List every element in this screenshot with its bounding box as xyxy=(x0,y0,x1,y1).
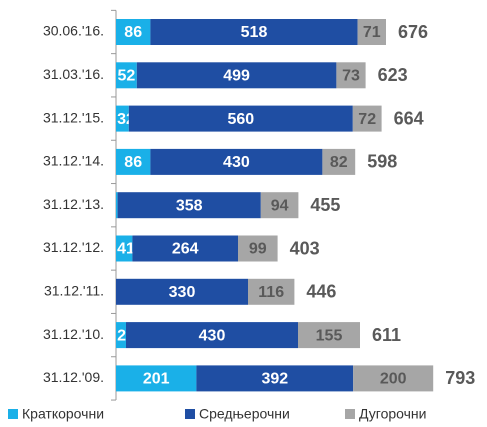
bar-segment xyxy=(116,19,151,45)
data-label: 264 xyxy=(172,241,199,258)
bar-segment xyxy=(238,235,278,262)
total-label: 623 xyxy=(378,65,408,85)
total-label: 676 xyxy=(398,22,428,42)
bar-segment xyxy=(116,235,133,262)
category-label: 31.12.'14. xyxy=(43,153,104,169)
category-label: 31.12.'10. xyxy=(43,326,104,342)
category-label: 31.12.'13. xyxy=(43,196,104,212)
data-label: 94 xyxy=(271,197,289,214)
category-label: 31.12.'11. xyxy=(44,283,104,299)
bar-segment xyxy=(150,148,323,175)
bar-segment xyxy=(298,322,360,349)
data-label: 155 xyxy=(316,327,343,344)
category-label: 30.06.'16. xyxy=(43,23,104,39)
category-label: 31.12.'15. xyxy=(43,109,104,125)
bar-segment xyxy=(353,365,434,392)
bar-segment xyxy=(357,19,386,45)
data-label: 86 xyxy=(124,24,142,41)
total-label: 403 xyxy=(290,238,320,258)
legend-swatch xyxy=(8,409,18,419)
bar-segment xyxy=(116,148,151,175)
bar-segment xyxy=(336,62,366,89)
bar-segment xyxy=(352,105,382,132)
data-label: 330 xyxy=(169,284,196,301)
bar-segment xyxy=(136,62,337,89)
total-label: 793 xyxy=(445,368,475,388)
data-label: 518 xyxy=(241,24,268,41)
data-label: 116 xyxy=(258,284,284,301)
bar-segment xyxy=(116,322,126,349)
data-label: 200 xyxy=(380,371,407,388)
bar-segment xyxy=(132,235,238,262)
category-label: 31.12.'09. xyxy=(43,369,104,385)
data-label: 99 xyxy=(249,241,267,258)
data-label: 499 xyxy=(223,68,250,85)
data-label: 430 xyxy=(199,327,226,344)
data-label: 560 xyxy=(227,111,254,128)
category-label: 31.03.'16. xyxy=(43,66,104,82)
data-label: 72 xyxy=(358,111,376,128)
data-label: 82 xyxy=(330,154,348,171)
bar-segment xyxy=(150,19,358,45)
data-label: 41 xyxy=(117,241,135,258)
data-label: 392 xyxy=(261,371,288,388)
legend-label: Дугорочни xyxy=(359,406,426,422)
data-label: 73 xyxy=(342,68,360,85)
bar-segment xyxy=(117,192,261,219)
bar-segment xyxy=(116,62,137,89)
total-label: 455 xyxy=(310,195,340,215)
legend-swatch xyxy=(185,409,195,419)
data-label: 358 xyxy=(176,197,203,214)
bar-segment xyxy=(248,278,295,305)
data-label: 430 xyxy=(223,154,250,171)
data-label: 52 xyxy=(118,68,136,85)
data-label: 71 xyxy=(363,24,381,41)
bar-segment xyxy=(126,322,298,349)
bar-segment xyxy=(116,278,248,305)
bar-segment xyxy=(116,365,197,392)
bar-segment xyxy=(128,105,353,132)
legend-label: Краткорочни xyxy=(22,406,104,422)
bar-segment xyxy=(322,148,356,175)
data-label: 86 xyxy=(124,154,142,171)
bar-segment xyxy=(116,192,118,219)
bar-segment xyxy=(260,192,299,219)
category-label: 31.12.'12. xyxy=(43,239,104,255)
legend-label: Средњерочни xyxy=(199,406,290,422)
total-label: 598 xyxy=(367,152,397,172)
total-label: 611 xyxy=(372,325,401,345)
data-label: 201 xyxy=(143,371,170,388)
total-label: 446 xyxy=(306,282,336,302)
total-label: 664 xyxy=(394,108,424,128)
bar-segment xyxy=(116,105,129,132)
bar-segment xyxy=(196,365,354,392)
legend-swatch xyxy=(345,409,355,419)
